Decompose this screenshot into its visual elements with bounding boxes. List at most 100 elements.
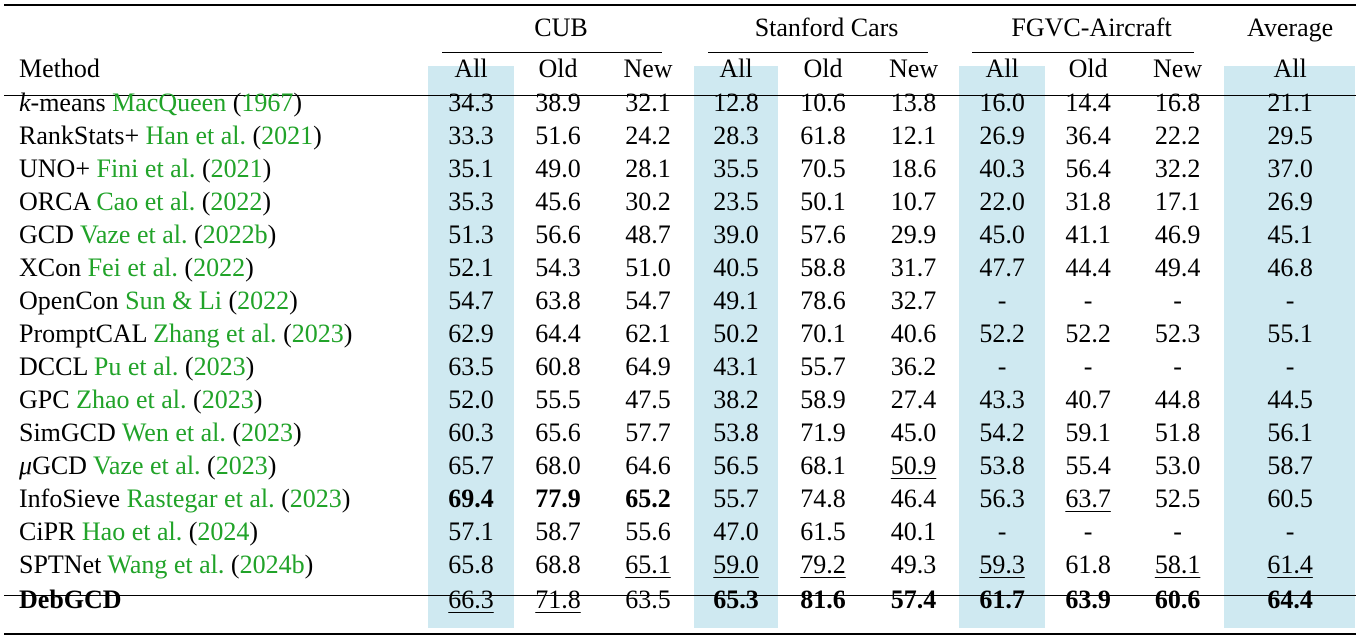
value-cell: 35.5 <box>694 152 778 185</box>
citation-year-link[interactable]: 2023 <box>201 385 254 414</box>
table-row: ORCA Cao et al. (2022) 35.3 45.6 30.2 23.5 50… <box>4 185 1356 218</box>
value-cell: 64.6 <box>602 449 694 482</box>
value-text: 52.3 <box>1154 319 1201 348</box>
citation-link[interactable]: Rastegar et al. <box>126 484 275 513</box>
method-header: Method <box>19 54 100 83</box>
value-text: 58.1 <box>1154 550 1201 579</box>
value-cell: 58.7 <box>514 515 602 548</box>
citation-link[interactable]: Zhang et al. <box>153 319 277 348</box>
citation-link[interactable]: Vaze et al. <box>93 451 201 480</box>
citation-link[interactable]: Fini et al. <box>96 154 196 183</box>
value-text: 49.1 <box>713 286 759 315</box>
citation-link[interactable]: Fei et al. <box>87 253 178 282</box>
value-cell: 77.9 <box>514 482 602 515</box>
value-cell: 55.1 <box>1224 317 1356 350</box>
value-text: 48.7 <box>625 220 671 249</box>
value-text: 13.8 <box>890 88 937 117</box>
method-name: SimGCD <box>19 418 116 447</box>
value-cell: 63.9 <box>1045 581 1131 618</box>
value-cell: 54.7 <box>428 284 514 317</box>
value-cell: 60.5 <box>1224 482 1356 515</box>
value-cell: 71.8 <box>514 581 602 618</box>
value-cell: 17.1 <box>1131 185 1224 218</box>
value-cell: 61.8 <box>1045 548 1131 581</box>
value-text: 28.1 <box>625 154 671 183</box>
method-prefix: k <box>19 88 31 117</box>
value-cell: 68.1 <box>778 449 868 482</box>
value-text: 55.7 <box>800 352 846 381</box>
value-cell: 26.9 <box>1224 185 1356 218</box>
table-row: OpenCon Sun & Li (2022) 54.7 63.8 54.7 49.1 7… <box>4 284 1356 317</box>
value-cell: 51.6 <box>514 119 602 152</box>
value-text: 55.4 <box>1065 451 1111 480</box>
citation-link[interactable]: Pu et al. <box>93 352 179 381</box>
value-cell: - <box>1045 284 1131 317</box>
value-text: 59.3 <box>979 550 1025 579</box>
method-cell: RankStats+ Han et al. (2021) <box>19 121 322 150</box>
citation-link[interactable]: Zhao et al. <box>76 385 187 414</box>
citation-link[interactable]: Cao et al. <box>96 187 196 216</box>
value-text: 68.8 <box>535 550 581 579</box>
citation-link[interactable]: Wang et al. <box>107 550 225 579</box>
citation-link[interactable]: Hao et al. <box>81 517 183 546</box>
mid-rule <box>4 595 1356 596</box>
citation-year-link[interactable]: 2023 <box>289 484 342 513</box>
citation-year-link[interactable]: 2022 <box>193 253 246 282</box>
value-cell: 70.5 <box>778 152 868 185</box>
citation-year-link[interactable]: 2022b <box>202 220 268 249</box>
citation-year-link[interactable]: 2022 <box>210 187 263 216</box>
citation-year-link[interactable]: 2021 <box>210 154 263 183</box>
value-cell: 29.5 <box>1224 119 1356 152</box>
value-text: 59.1 <box>1065 418 1111 447</box>
value-text: 60.3 <box>448 418 494 447</box>
citation-link[interactable]: Wen et al. <box>121 418 226 447</box>
value-text: 46.9 <box>1154 220 1201 249</box>
top-rule <box>4 4 1356 6</box>
sub-header-cell: All <box>719 54 753 83</box>
value-cell: 55.7 <box>694 482 778 515</box>
value-cell: 32.7 <box>868 284 959 317</box>
value-text: - <box>997 286 1007 315</box>
value-text: - <box>997 352 1007 381</box>
value-text: 44.5 <box>1267 385 1313 414</box>
value-cell: 22.0 <box>959 185 1045 218</box>
citation-link[interactable]: Vaze et al. <box>79 220 188 249</box>
value-cell: 30.2 <box>602 185 694 218</box>
results-table: CUB Stanford Cars FGVC-Aircraft Average … <box>4 4 1356 636</box>
citation-link[interactable]: Sun & Li <box>125 286 222 315</box>
citation-link[interactable]: Han et al. <box>145 121 246 150</box>
citation-year-link[interactable]: 2023 <box>193 352 246 381</box>
citation-year-link[interactable]: 2024b <box>239 550 305 579</box>
value-text: 63.5 <box>625 585 671 614</box>
value-text: 56.3 <box>979 484 1025 513</box>
citation-year-link[interactable]: 2023 <box>215 451 268 480</box>
citation-year-link[interactable]: 2023 <box>241 418 294 447</box>
value-text: 55.5 <box>535 385 581 414</box>
citation-link[interactable]: MacQueen <box>112 88 227 117</box>
citation-year-link[interactable]: 1967 <box>241 88 294 117</box>
value-text: 52.5 <box>1154 484 1201 513</box>
citation-year-link[interactable]: 2023 <box>291 319 344 348</box>
citation-year-link[interactable]: 2024 <box>197 517 250 546</box>
value-cell: 61.5 <box>778 515 868 548</box>
value-cell: 49.0 <box>514 152 602 185</box>
value-cell: 52.3 <box>1131 317 1224 350</box>
citation-year-link[interactable]: 2022 <box>237 286 290 315</box>
value-cell: 38.9 <box>514 86 602 119</box>
value-cell: 16.8 <box>1131 86 1224 119</box>
citation-year-link[interactable]: 2021 <box>261 121 314 150</box>
value-cell: 12.1 <box>868 119 959 152</box>
method-cell: μGCD Vaze et al. (2023) <box>19 451 277 480</box>
value-text: 32.1 <box>625 88 671 117</box>
table-row: SPTNet Wang et al. (2024b) 65.8 68.8 65.1 59… <box>4 548 1356 581</box>
value-text: 10.7 <box>890 187 937 216</box>
value-text: 35.5 <box>713 154 759 183</box>
value-text: 56.4 <box>1065 154 1111 183</box>
value-text: 31.8 <box>1065 187 1111 216</box>
value-cell: - <box>959 515 1045 548</box>
value-cell: 49.1 <box>694 284 778 317</box>
method-cell: k-means MacQueen (1967) <box>19 88 303 117</box>
value-cell: 18.6 <box>868 152 959 185</box>
value-text: 23.5 <box>713 187 759 216</box>
value-cell: 54.2 <box>959 416 1045 449</box>
